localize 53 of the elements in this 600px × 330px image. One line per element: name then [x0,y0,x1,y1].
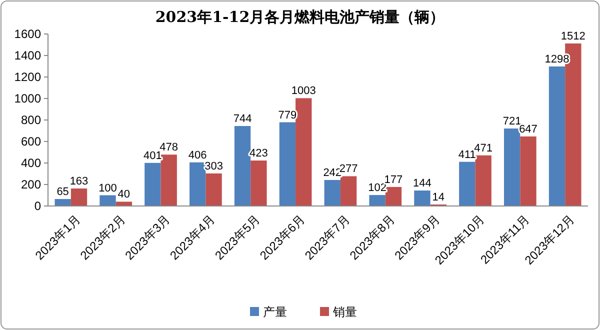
data-label: 1003 [291,85,316,98]
data-label: 102 [368,182,386,194]
data-label: 40 [118,188,130,201]
data-label: 65 [56,186,69,198]
y-tick-label: 1000 [14,92,42,106]
data-label: 277 [339,163,358,176]
bar [160,154,177,206]
data-label: 411 [458,148,476,161]
bar [504,128,520,206]
bar [414,190,430,206]
bar [324,180,340,206]
data-label: 721 [502,115,522,128]
bar [385,186,402,206]
bar [100,195,116,206]
data-label: 1512 [560,30,586,42]
data-label: 401 [143,150,162,162]
bar [206,173,222,206]
bar [70,188,88,206]
data-label: 14 [432,191,445,204]
data-label: 744 [233,113,252,126]
bar [54,199,71,206]
data-label: 163 [70,175,88,188]
y-tick-label: 0 [34,199,42,214]
bar [190,162,206,206]
legend-label: 产量 [263,305,287,319]
bar [548,66,566,206]
bar [459,162,476,206]
bar [369,195,386,206]
data-label: 406 [188,149,207,162]
bar [144,162,161,206]
y-tick-label: 600 [20,134,42,149]
y-tick-label: 200 [20,178,42,192]
bar [296,98,312,206]
y-tick-label: 1400 [14,48,42,63]
y-tick-label: 1200 [14,70,42,84]
bar [250,160,267,206]
y-tick-label: 800 [20,113,42,128]
bar [279,122,296,206]
bar [520,136,536,206]
data-label: 100 [98,182,117,194]
bar [475,155,492,206]
data-label: 177 [384,174,403,186]
bar [116,202,132,206]
y-tick-label: 1600 [14,27,42,42]
data-label: 478 [160,142,178,154]
legend-label: 销量 [332,305,357,319]
data-label: 471 [474,142,493,154]
bar [234,126,251,206]
bar [340,176,357,206]
data-label: 144 [413,178,432,190]
y-tick-label: 400 [20,156,42,170]
chart-title: 2023年1-12月各月燃料电池产销量（辆） [155,8,445,26]
data-label: 647 [519,123,538,136]
